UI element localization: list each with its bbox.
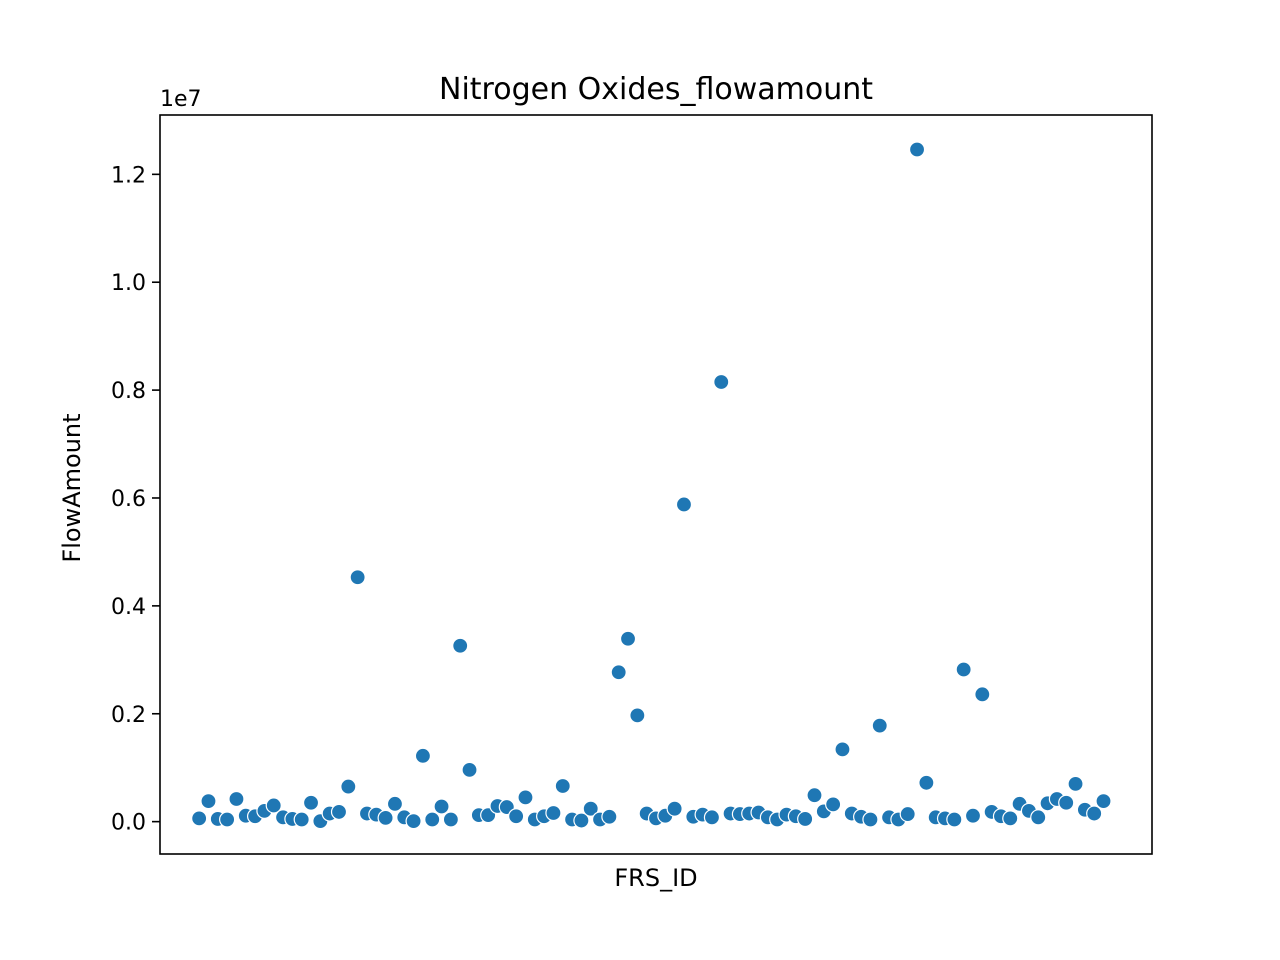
plot-area-frame: [159, 114, 1153, 855]
data-point: [219, 811, 236, 828]
data-point: [610, 664, 627, 681]
y-tick-label: 0.0: [111, 811, 146, 836]
x-axis-label: FRS_ID: [614, 864, 697, 892]
data-point: [293, 811, 310, 828]
data-point: [955, 661, 972, 678]
y-tick-label: 1.2: [111, 163, 146, 188]
data-point: [974, 686, 991, 703]
y-axis-label: FlowAmount: [58, 413, 86, 562]
data-point: [675, 496, 693, 513]
data-point: [302, 794, 320, 811]
data-point: [862, 811, 879, 828]
data-point: [601, 808, 618, 825]
data-point: [545, 804, 562, 822]
data-point: [713, 373, 730, 391]
data-point: [703, 809, 721, 826]
data-point: [1095, 793, 1112, 810]
data-point: [424, 811, 441, 828]
data-point: [619, 630, 637, 647]
data-point: [414, 747, 432, 764]
data-point: [946, 811, 963, 828]
data-point: [265, 797, 282, 814]
y-tick-label: 0.4: [111, 595, 146, 620]
data-point: [573, 812, 590, 829]
data-point: [386, 795, 404, 812]
data-point: [200, 793, 217, 810]
y-tick-label: 1.0: [111, 271, 146, 296]
data-point: [806, 787, 823, 804]
data-point: [1086, 805, 1103, 822]
y-axis-ticks: 0.0 0.2 0.4 0.6 0.8 1.0 1.2: [111, 163, 160, 836]
data-point: [908, 141, 926, 158]
chart-title: Nitrogen Oxides_flowamount: [439, 72, 873, 107]
y-tick-label: 0.2: [111, 703, 146, 728]
data-point: [1058, 794, 1075, 811]
data-point: [508, 808, 525, 825]
data-point: [666, 800, 683, 817]
y-axis-offset-label: 1e7: [160, 87, 202, 112]
data-point: [899, 805, 916, 823]
data-points: [191, 141, 1112, 830]
y-tick-label: 0.6: [111, 487, 146, 512]
data-point: [1002, 810, 1019, 827]
data-point: [964, 807, 982, 824]
y-tick-label: 0.8: [111, 379, 146, 404]
data-point: [340, 778, 357, 795]
data-point: [349, 569, 366, 586]
data-point: [452, 637, 469, 654]
data-point: [797, 810, 814, 828]
data-point: [582, 800, 599, 817]
data-point: [554, 777, 571, 795]
data-point: [1030, 809, 1047, 826]
data-point: [871, 717, 888, 734]
data-point: [405, 812, 422, 830]
data-point: [517, 789, 534, 806]
data-point: [1067, 775, 1084, 792]
data-point: [191, 810, 208, 827]
data-point: [330, 803, 348, 821]
data-point: [825, 796, 842, 813]
data-point: [433, 798, 450, 815]
data-point: [834, 741, 851, 758]
data-point: [228, 790, 245, 808]
data-point: [629, 707, 646, 724]
data-point: [377, 809, 394, 826]
data-point: [461, 761, 478, 778]
data-point: [918, 774, 935, 791]
data-point: [442, 811, 459, 828]
